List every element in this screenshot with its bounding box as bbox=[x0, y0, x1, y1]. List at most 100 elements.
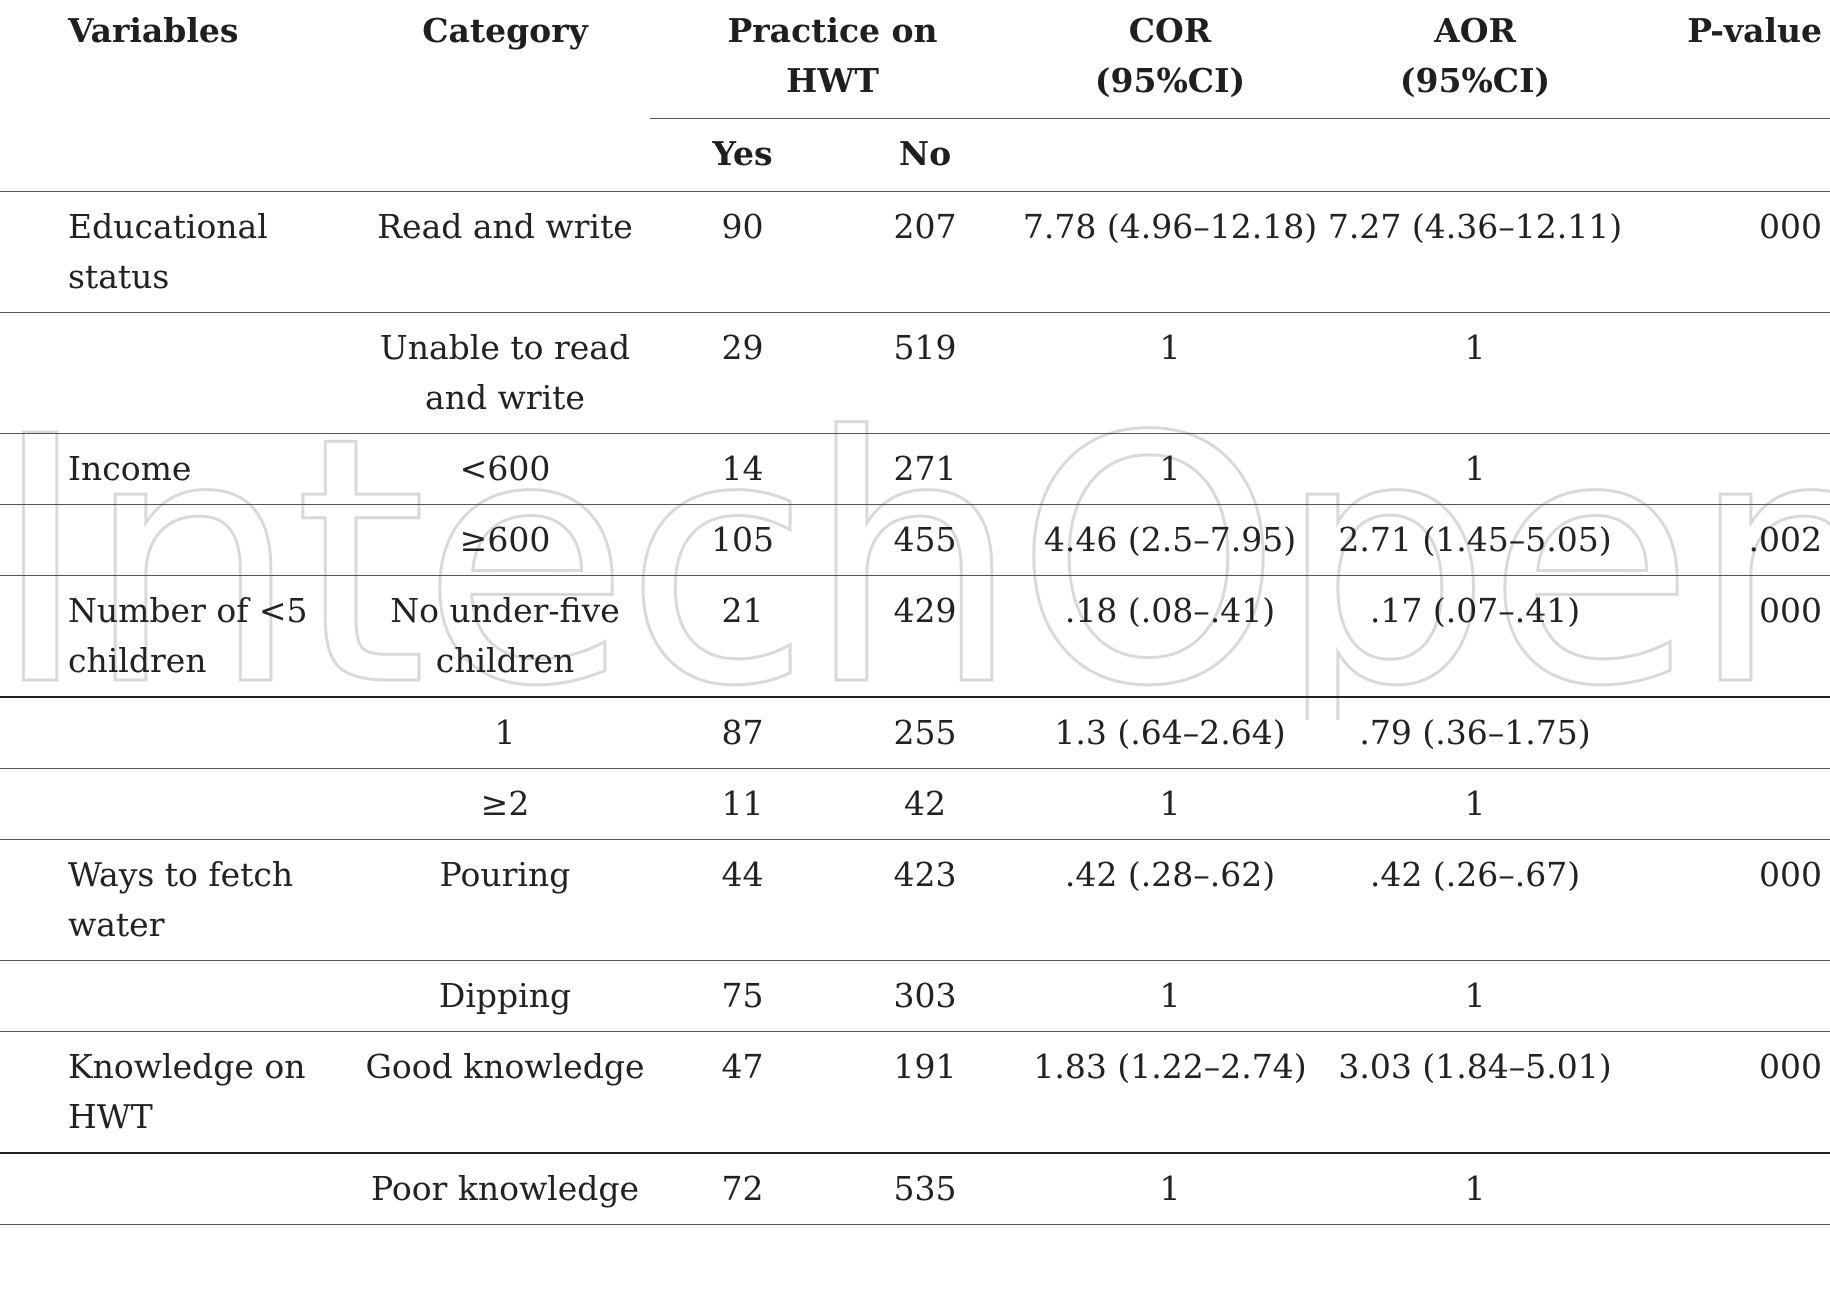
no-count-cell: 271 bbox=[893, 449, 957, 488]
category-cell: No under-five children bbox=[390, 591, 620, 680]
aor-cell: 1 bbox=[1464, 976, 1486, 1015]
variable-cell: Ways to fetch water bbox=[68, 855, 294, 944]
table-row: Ways to fetch water Pouring 44 423 .42 (.28–… bbox=[0, 839, 1830, 961]
category-cell: Unable to read and write bbox=[379, 328, 631, 417]
yes-count-cell: 72 bbox=[721, 1169, 764, 1208]
cor-cell: .42 (.28–.62) bbox=[1064, 855, 1276, 894]
table-row: Educational status Read and write 90 207 7.7… bbox=[0, 191, 1830, 313]
aor-cell: 1 bbox=[1464, 784, 1486, 823]
header-row-2: Yes No bbox=[0, 119, 1830, 192]
cor-cell: 1.83 (1.22–2.74) bbox=[1033, 1047, 1307, 1086]
variable-cell: Income bbox=[68, 449, 192, 488]
cor-cell: 1 bbox=[1159, 449, 1181, 488]
yes-count-cell: 47 bbox=[721, 1047, 764, 1086]
no-count-cell: 535 bbox=[893, 1169, 957, 1208]
category-cell: 1 bbox=[494, 713, 516, 752]
yes-count-cell: 105 bbox=[711, 520, 774, 559]
cor-cell: 4.46 (2.5–7.95) bbox=[1043, 520, 1297, 559]
aor-cell: 3.03 (1.84–5.01) bbox=[1338, 1047, 1612, 1086]
aor-cell: 2.71 (1.45–5.05) bbox=[1338, 520, 1612, 559]
category-cell: Poor knowledge bbox=[370, 1169, 640, 1208]
yes-count-cell: 11 bbox=[721, 784, 764, 823]
variable-cell bbox=[0, 505, 360, 576]
table-row: ≥600 105 455 4.46 (2.5–7.95) 2.71 (1.45–5.05… bbox=[0, 504, 1830, 576]
pvalue-cell: .002 bbox=[1748, 520, 1823, 559]
header-pvalue: P-value bbox=[1625, 0, 1830, 119]
no-count-cell: 429 bbox=[893, 591, 957, 630]
variable-cell bbox=[0, 697, 360, 769]
header-practice-line2: HWT bbox=[786, 61, 879, 100]
pvalue-cell: 000 bbox=[1759, 1047, 1823, 1086]
cor-cell: 7.78 (4.96–12.18) bbox=[1022, 207, 1318, 246]
aor-cell: .79 (.36–1.75) bbox=[1359, 713, 1591, 752]
header-variables: Variables bbox=[68, 11, 239, 50]
header-row-1: Variables Category Practice on HWT COR (… bbox=[0, 0, 1830, 119]
no-count-cell: 255 bbox=[893, 713, 957, 752]
results-table: Variables Category Practice on HWT COR (… bbox=[0, 0, 1830, 1225]
variable-cell bbox=[0, 961, 360, 1032]
category-cell: Dipping bbox=[438, 976, 572, 1015]
no-count-cell: 519 bbox=[893, 328, 957, 367]
cor-cell: 1 bbox=[1159, 1169, 1181, 1208]
variable-cell: Educational status bbox=[68, 207, 268, 296]
cor-cell: 1 bbox=[1159, 328, 1181, 367]
cor-cell: 1.3 (.64–2.64) bbox=[1054, 713, 1286, 752]
yes-count-cell: 90 bbox=[721, 207, 764, 246]
aor-cell: 1 bbox=[1464, 449, 1486, 488]
header-aor-line2: (95%CI) bbox=[1399, 61, 1551, 100]
pvalue-cell bbox=[1625, 1153, 1830, 1225]
pvalue-cell bbox=[1625, 769, 1830, 840]
variable-cell bbox=[0, 1153, 360, 1225]
variable-cell: Number of <5 children bbox=[68, 591, 308, 680]
category-cell: Pouring bbox=[439, 855, 571, 894]
no-count-cell: 42 bbox=[904, 784, 946, 823]
header-aor-line1: AOR bbox=[1434, 11, 1516, 50]
pvalue-cell bbox=[1625, 313, 1830, 434]
table-row: Number of <5 children No under-five child… bbox=[0, 575, 1830, 698]
no-count-cell: 303 bbox=[893, 976, 957, 1015]
category-cell: ≥2 bbox=[480, 784, 530, 823]
table-row: Unable to read and write 29 519 1 1 bbox=[0, 312, 1830, 434]
table-row: Income <600 14 271 1 1 bbox=[0, 433, 1830, 505]
yes-count-cell: 44 bbox=[721, 855, 764, 894]
table-row: Knowledge on HWT Good knowledge 47 191 1.83 … bbox=[0, 1031, 1830, 1154]
header-yes: Yes bbox=[712, 134, 773, 173]
table-row: ≥2 11 42 1 1 bbox=[0, 768, 1830, 840]
yes-count-cell: 87 bbox=[721, 713, 764, 752]
cor-cell: 1 bbox=[1159, 784, 1181, 823]
header-no: No bbox=[898, 134, 952, 173]
pvalue-cell bbox=[1625, 697, 1830, 769]
pvalue-cell: 000 bbox=[1759, 207, 1823, 246]
cor-cell: .18 (.08–.41) bbox=[1064, 591, 1276, 630]
yes-count-cell: 21 bbox=[721, 591, 764, 630]
no-count-cell: 423 bbox=[893, 855, 957, 894]
table-row: 1 87 255 1.3 (.64–2.64) .79 (.36–1.75) bbox=[0, 697, 1830, 769]
no-count-cell: 207 bbox=[893, 207, 957, 246]
category-cell: <600 bbox=[459, 449, 551, 488]
header-cor-line2: (95%CI) bbox=[1094, 61, 1246, 100]
no-count-cell: 191 bbox=[893, 1047, 957, 1086]
variable-cell: Knowledge on HWT bbox=[68, 1047, 306, 1136]
header-aor: AOR (95%CI) bbox=[1325, 0, 1626, 119]
aor-cell: 1 bbox=[1464, 328, 1486, 367]
pvalue-cell bbox=[1625, 961, 1830, 1032]
category-cell: ≥600 bbox=[459, 520, 551, 559]
pvalue-cell: 000 bbox=[1759, 855, 1823, 894]
cor-cell: 1 bbox=[1159, 976, 1181, 1015]
yes-count-cell: 14 bbox=[721, 449, 764, 488]
variable-cell bbox=[0, 769, 360, 840]
table-body: Educational status Read and write 90 207 7.7… bbox=[0, 191, 1830, 1225]
yes-count-cell: 75 bbox=[721, 976, 764, 1015]
aor-cell: .17 (.07–.41) bbox=[1369, 591, 1581, 630]
table-row: Poor knowledge 72 535 1 1 bbox=[0, 1153, 1830, 1225]
header-practice: Practice on HWT bbox=[650, 0, 1016, 119]
aor-cell: .42 (.26–.67) bbox=[1369, 855, 1581, 894]
aor-cell: 1 bbox=[1464, 1169, 1486, 1208]
category-cell: Read and write bbox=[377, 207, 633, 246]
yes-count-cell: 29 bbox=[721, 328, 764, 367]
aor-cell: 7.27 (4.36–12.11) bbox=[1327, 207, 1623, 246]
header-cor: COR (95%CI) bbox=[1015, 0, 1326, 119]
category-cell: Good knowledge bbox=[365, 1047, 645, 1086]
no-count-cell: 455 bbox=[893, 520, 957, 559]
header-cor-line1: COR bbox=[1128, 11, 1212, 50]
